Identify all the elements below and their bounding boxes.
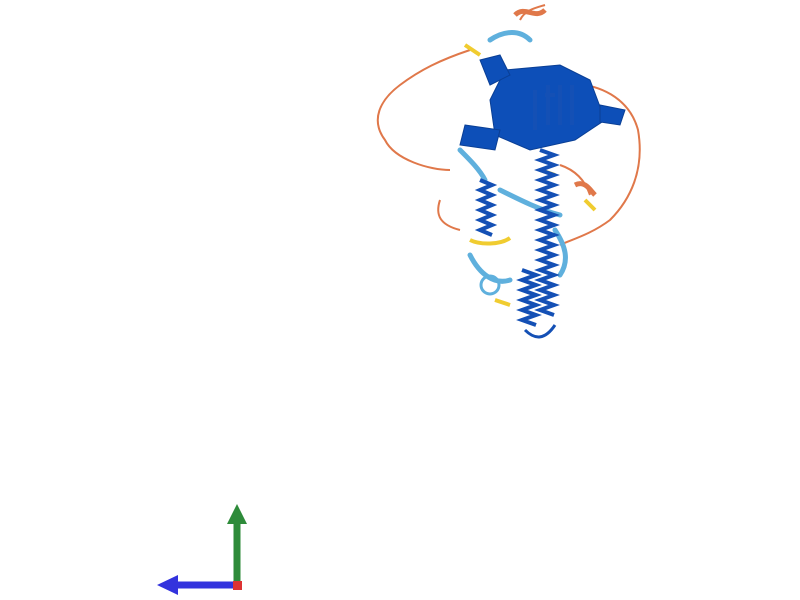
disordered-helix (573, 181, 597, 197)
y-axis-arrowhead (227, 504, 247, 524)
high-confidence-core (459, 54, 626, 151)
medium-confidence-segments (463, 43, 597, 307)
low-confidence-loops (376, 4, 641, 246)
c-terminal-loop (523, 324, 557, 339)
axes-orientation-icon (157, 504, 247, 595)
helices (474, 85, 574, 327)
n-terminal-helix (513, 7, 547, 18)
z-axis-marker (233, 581, 242, 590)
x-axis-arrowhead (157, 575, 178, 595)
